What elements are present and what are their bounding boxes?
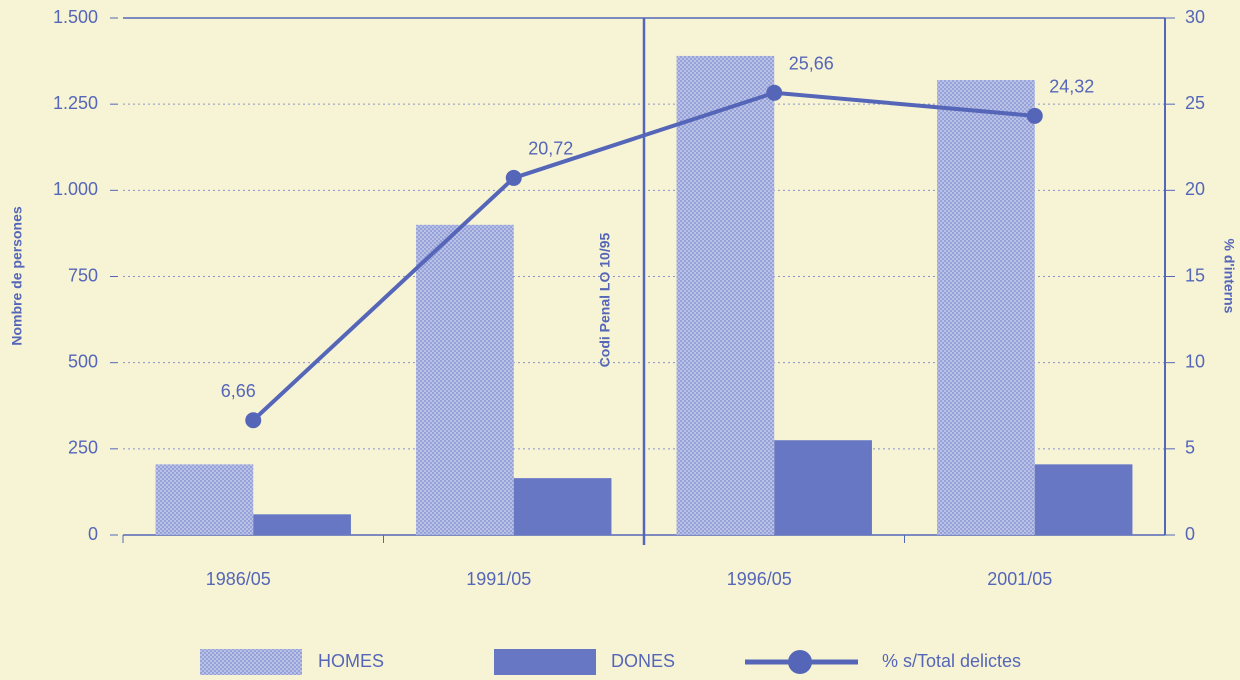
y2-tick-label: 30 bbox=[1185, 7, 1205, 27]
legend-label: HOMES bbox=[318, 651, 384, 671]
y2-tick-label: 15 bbox=[1185, 265, 1205, 285]
legend-label: DONES bbox=[611, 651, 675, 671]
legend-swatch bbox=[200, 649, 302, 675]
y-tick-label: 1.500 bbox=[53, 7, 98, 27]
y-tick-label: 1.000 bbox=[53, 179, 98, 199]
y2-tick-label: 20 bbox=[1185, 179, 1205, 199]
y-tick-label: 250 bbox=[68, 438, 98, 458]
bar bbox=[253, 514, 351, 535]
y-tick-label: 500 bbox=[68, 351, 98, 371]
y-tick-label: 0 bbox=[88, 524, 98, 544]
legend-swatch bbox=[494, 649, 596, 675]
data-label: 20,72 bbox=[528, 139, 573, 159]
data-label: 25,66 bbox=[789, 54, 834, 74]
legend-swatch bbox=[788, 650, 812, 674]
line-marker bbox=[1026, 107, 1043, 124]
x-tick-label: 1996/05 bbox=[727, 569, 792, 589]
y-tick-label: 1.250 bbox=[53, 93, 98, 113]
x-tick-label: 1991/05 bbox=[466, 569, 531, 589]
y-tick-label: 750 bbox=[68, 265, 98, 285]
bar bbox=[1034, 464, 1133, 535]
legend-label: % s/Total delictes bbox=[882, 651, 1021, 671]
y-axis-label: Nombre de persones bbox=[9, 206, 25, 345]
y2-axis-label: % d'interns bbox=[1221, 239, 1237, 314]
y2-tick-label: 25 bbox=[1185, 93, 1205, 113]
line-marker bbox=[766, 84, 783, 101]
x-tick-label: 1986/05 bbox=[206, 569, 271, 589]
bar bbox=[513, 478, 612, 535]
line-marker bbox=[245, 412, 262, 429]
bar bbox=[155, 464, 254, 535]
line bbox=[251, 90, 1035, 422]
x-tick-label: 2001/05 bbox=[987, 569, 1052, 589]
bar bbox=[416, 224, 514, 536]
data-label: 24,32 bbox=[1049, 77, 1094, 97]
y2-tick-label: 5 bbox=[1185, 438, 1195, 458]
bar bbox=[774, 440, 872, 535]
bar bbox=[937, 80, 1035, 535]
line-marker bbox=[505, 169, 522, 186]
data-label: 6,66 bbox=[221, 381, 256, 401]
annotation: Codi Penal LO 10/95 bbox=[597, 232, 613, 367]
y2-tick-label: 10 bbox=[1185, 351, 1205, 371]
y2-tick-label: 0 bbox=[1185, 524, 1195, 544]
bar bbox=[676, 55, 775, 536]
